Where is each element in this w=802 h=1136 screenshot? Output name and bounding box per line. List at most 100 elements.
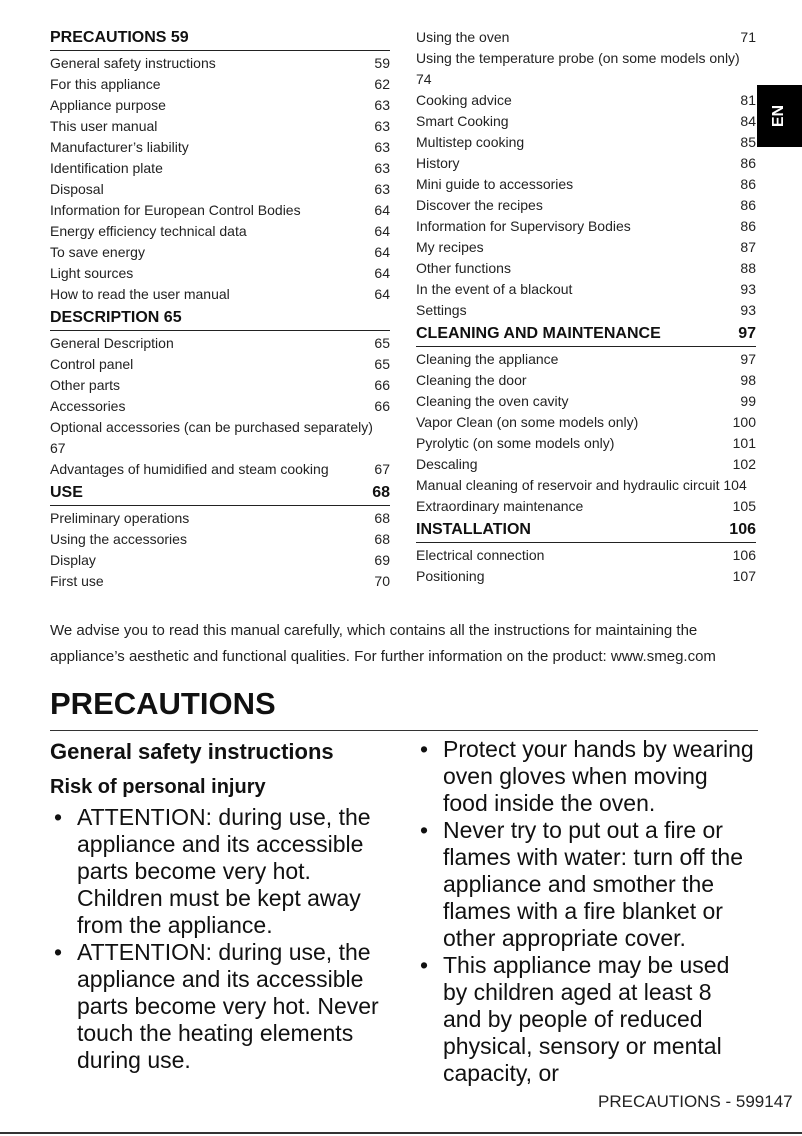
bullet-item: ATTENTION: during use, the appliance and… xyxy=(50,804,390,939)
toc-entry-title: Manufacturer’s liability xyxy=(50,139,189,155)
toc-entry-title: Light sources xyxy=(50,265,134,281)
subheading: General safety instructions xyxy=(50,739,334,764)
toc-entry-page: 86 xyxy=(740,176,756,192)
toc-entry-title: Cleaning the oven cavity xyxy=(416,393,569,409)
toc-section-heading[interactable]: CLEANING AND MAINTENANCE 97 xyxy=(416,321,756,347)
toc-entry[interactable]: Descaling 102 xyxy=(416,454,756,475)
toc-entry-page: 71 xyxy=(740,29,756,45)
toc-entry-page: 63 xyxy=(374,97,390,113)
toc-entry[interactable]: Preliminary operations 68 xyxy=(50,508,390,529)
toc-entry[interactable]: For this appliance 62 xyxy=(50,74,390,95)
toc-entry[interactable]: Multistep cooking 85 xyxy=(416,132,756,153)
toc-entry[interactable]: Information for Supervisory Bodies 86 xyxy=(416,216,756,237)
toc-left-column: PRECAUTIONS 59 General safety instruction… xyxy=(50,25,390,592)
toc-entry-title: Appliance purpose xyxy=(50,97,166,113)
toc-entry[interactable]: Identification plate 63 xyxy=(50,158,390,179)
toc-entry[interactable]: First use 70 xyxy=(50,571,390,592)
toc-entry[interactable]: Vapor Clean (on some models only) 100 xyxy=(416,412,756,433)
bottom-divider xyxy=(0,1132,802,1134)
toc-entry[interactable]: Electrical connection 106 xyxy=(416,545,756,566)
toc-section-title: USE xyxy=(50,484,83,501)
toc-section-page: 68 xyxy=(372,484,390,501)
toc-section-title: DESCRIPTION 65 xyxy=(50,309,182,326)
toc-entry-title: Accessories xyxy=(50,398,126,414)
toc-entry-page: 84 xyxy=(740,113,756,129)
toc-entry-title: Extraordinary maintenance xyxy=(416,498,584,514)
toc-entry-title: Other parts xyxy=(50,377,121,393)
toc-section-heading[interactable]: USE 68 xyxy=(50,480,390,506)
toc-entry[interactable]: My recipes 87 xyxy=(416,237,756,258)
toc-entry-page: 59 xyxy=(374,55,390,71)
toc-entry-title: History xyxy=(416,155,460,171)
toc-section-heading[interactable]: DESCRIPTION 65 xyxy=(50,305,390,331)
toc-entry-page: 105 xyxy=(732,498,756,514)
toc-entry[interactable]: Cooking advice 81 xyxy=(416,90,756,111)
divider xyxy=(50,730,758,731)
toc-entry[interactable]: Appliance purpose 63 xyxy=(50,95,390,116)
toc-entry-page: 102 xyxy=(732,456,756,472)
toc-entry[interactable]: Information for European Control Bodies 6… xyxy=(50,200,390,221)
toc-entry[interactable]: Manufacturer’s liability 63 xyxy=(50,137,390,158)
toc-entry[interactable]: Energy efficiency technical data 64 xyxy=(50,221,390,242)
toc-entry[interactable]: Manual cleaning of reservoir and hydraul… xyxy=(416,475,756,496)
toc-entry[interactable]: Mini guide to accessories 86 xyxy=(416,174,756,195)
body-left-column: General safety instructions Risk of pers… xyxy=(50,736,390,1074)
toc-entry[interactable]: Using the accessories 68 xyxy=(50,529,390,550)
toc-entry-title: Cooking advice xyxy=(416,92,512,108)
toc-entry-title: Using the accessories xyxy=(50,531,187,547)
page-footer: PRECAUTIONS - 599147 xyxy=(598,1092,793,1111)
toc-entry[interactable]: Discover the recipes 86 xyxy=(416,195,756,216)
toc-section-heading[interactable]: PRECAUTIONS 59 xyxy=(50,25,390,51)
toc-entry[interactable]: Cleaning the oven cavity 99 xyxy=(416,391,756,412)
toc-entry[interactable]: In the event of a blackout 93 xyxy=(416,279,756,300)
toc-entry[interactable]: Light sources 64 xyxy=(50,263,390,284)
toc-entry-page: 97 xyxy=(740,351,756,367)
toc-entry-page: 65 xyxy=(374,356,390,372)
toc-entry-page: 93 xyxy=(740,281,756,297)
toc-right-column: Using the oven 71 Using the temperature pr… xyxy=(416,27,756,587)
toc-entry[interactable]: Positioning 107 xyxy=(416,566,756,587)
toc-entry-title: Vapor Clean (on some models only) xyxy=(416,414,639,430)
toc-entry[interactable]: Control panel 65 xyxy=(50,354,390,375)
toc-section-heading[interactable]: INSTALLATION 106 xyxy=(416,517,756,543)
toc-entry[interactable]: Display 69 xyxy=(50,550,390,571)
toc-entry[interactable]: Disposal 63 xyxy=(50,179,390,200)
toc-entry-page: 64 xyxy=(374,223,390,239)
toc-entry[interactable]: Cleaning the door 98 xyxy=(416,370,756,391)
toc-entry[interactable]: Extraordinary maintenance 105 xyxy=(416,496,756,517)
toc-entry-page: 85 xyxy=(740,134,756,150)
toc-entry[interactable]: To save energy 64 xyxy=(50,242,390,263)
toc-entry[interactable]: Other parts 66 xyxy=(50,375,390,396)
toc-entry[interactable]: General safety instructions 59 xyxy=(50,53,390,74)
toc-entry[interactable]: Cleaning the appliance 97 xyxy=(416,349,756,370)
toc-entry[interactable]: Accessories 66 xyxy=(50,396,390,417)
toc-entry[interactable]: General Description 65 xyxy=(50,333,390,354)
toc-entry-title: Display xyxy=(50,552,96,568)
toc-entry-title: Multistep cooking xyxy=(416,134,525,150)
toc-entry[interactable]: How to read the user manual 64 xyxy=(50,284,390,305)
toc-entry-page: 81 xyxy=(740,92,756,108)
toc-entry-title: This user manual xyxy=(50,118,158,134)
bullet-item: Protect your hands by wearing oven glove… xyxy=(416,736,756,817)
toc-entry-page: 100 xyxy=(732,414,756,430)
toc-entry[interactable]: Advantages of humidified and steam cooki… xyxy=(50,459,390,480)
toc-entry[interactable]: Smart Cooking 84 xyxy=(416,111,756,132)
toc-entry[interactable]: Other functions 88 xyxy=(416,258,756,279)
toc-entry-title: Other functions xyxy=(416,260,511,276)
toc-entry[interactable]: Optional accessories (can be purchased s… xyxy=(50,417,390,459)
toc-entry-page: 62 xyxy=(374,76,390,92)
toc-entry[interactable]: Using the oven 71 xyxy=(416,27,756,48)
toc-entry[interactable]: This user manual 63 xyxy=(50,116,390,137)
toc-entry[interactable]: Using the temperature probe (on some mod… xyxy=(416,48,756,90)
toc-entry-page: 64 xyxy=(374,286,390,302)
toc-entry-title: Settings xyxy=(416,302,467,318)
toc-entry-page: 63 xyxy=(374,118,390,134)
toc-entry-title: Pyrolytic (on some models only) xyxy=(416,435,615,451)
toc-entry-title: First use xyxy=(50,573,104,589)
toc-entry-title: Disposal xyxy=(50,181,104,197)
toc-entry[interactable]: History 86 xyxy=(416,153,756,174)
toc-entry-title: Control panel xyxy=(50,356,134,372)
toc-entry[interactable]: Pyrolytic (on some models only) 101 xyxy=(416,433,756,454)
toc-entry[interactable]: Settings 93 xyxy=(416,300,756,321)
toc-entry-title: Information for Supervisory Bodies xyxy=(416,218,631,234)
